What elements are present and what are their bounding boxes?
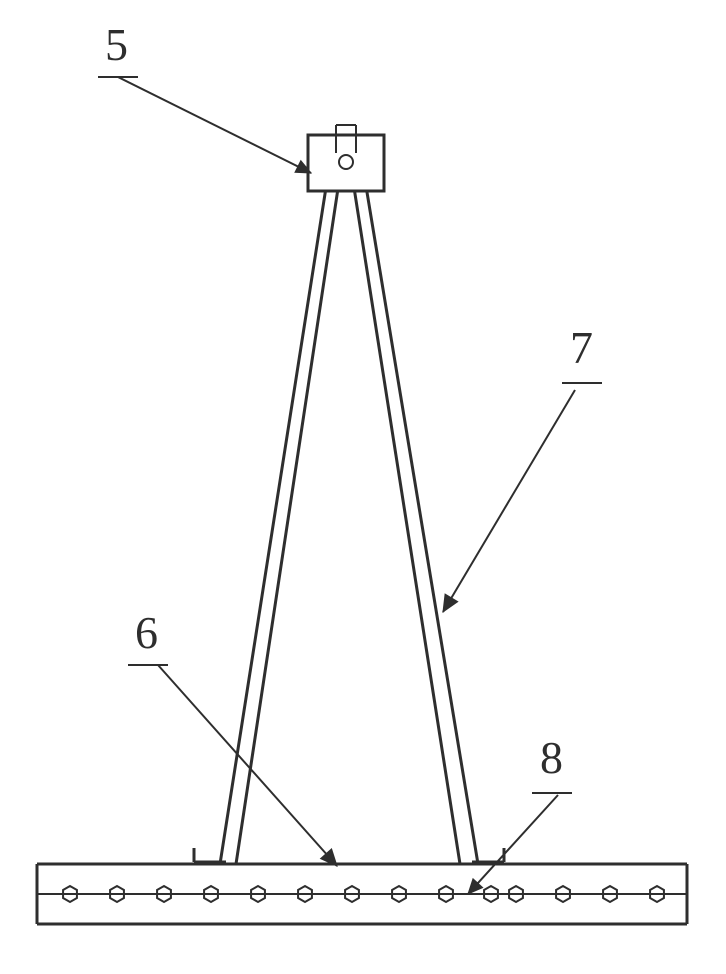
arrow-7-arrowhead	[443, 594, 458, 612]
arrow-7-leader	[443, 390, 575, 612]
label-6: 6	[135, 607, 158, 658]
label-8: 8	[540, 732, 563, 783]
label-7: 7	[570, 322, 593, 373]
arrow-8-leader	[468, 795, 558, 894]
left-leg-inner	[236, 162, 342, 864]
pivot-pin	[339, 155, 353, 169]
label-5: 5	[105, 19, 128, 70]
left-leg-outer	[220, 162, 330, 864]
right-leg-outer	[362, 162, 478, 864]
arrow-5-leader	[118, 77, 311, 173]
right-leg-inner	[350, 162, 460, 864]
